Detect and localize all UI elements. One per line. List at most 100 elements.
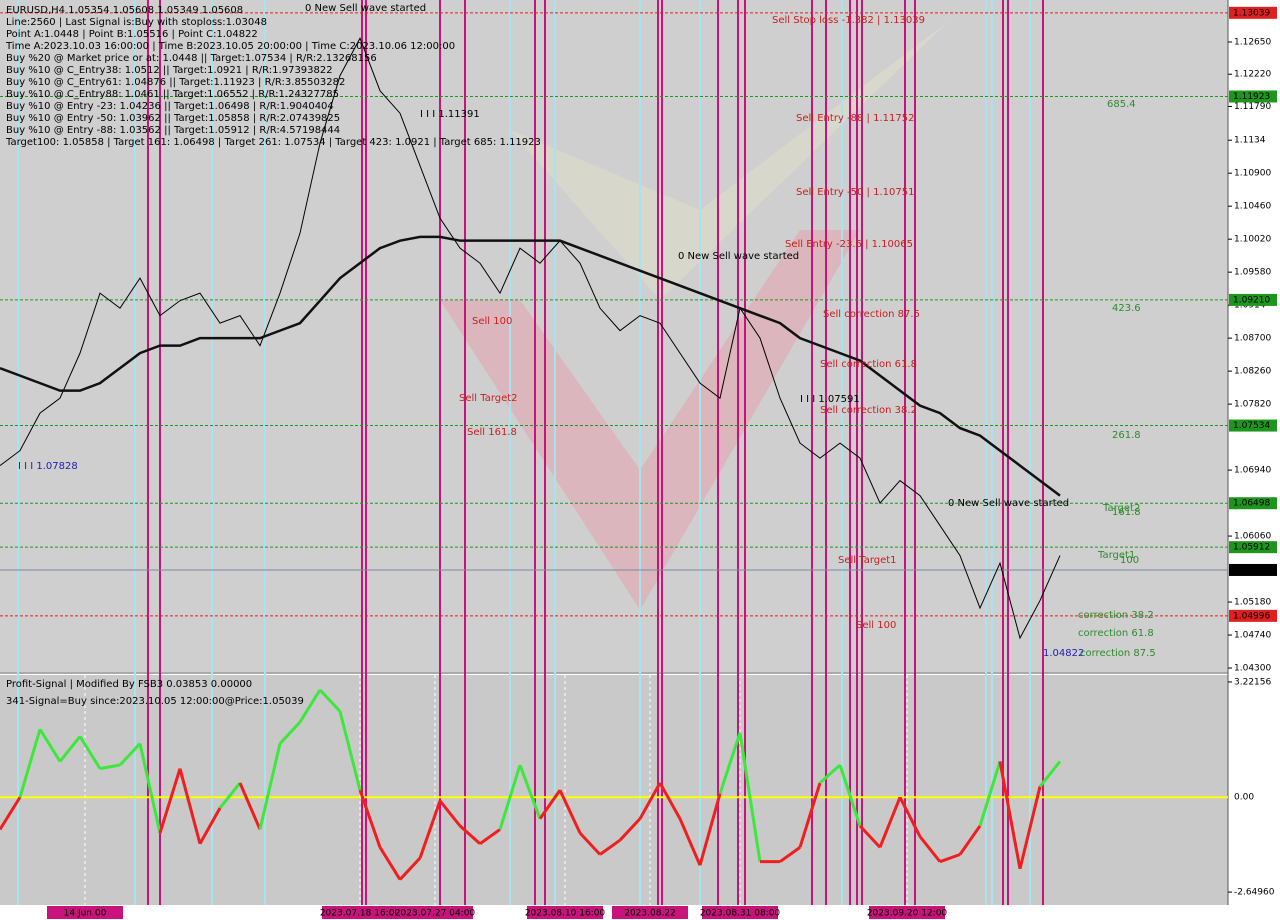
oscillator-segment [338,710,362,791]
level-label-bg [1229,419,1277,432]
oscillator-segment [0,796,22,831]
annotation: Sell 100 [856,620,896,631]
oscillator-segment [618,817,642,842]
main-panel-bg [0,0,1228,672]
oscillator-segment [638,782,662,820]
annotation: Sell 100 [472,316,512,327]
annotation: Sell Entry -23.6 | 1.10065 [785,239,913,250]
info-line: Time A:2023.10.03 16:00:00 | Time B:2023… [5,41,455,52]
annotation: 0 New Sell wave started [678,251,799,262]
info-line: Buy %10 @ Entry -50: 1.03962 || Target:1… [6,113,340,124]
watermark [440,20,950,610]
price-line [0,37,1061,640]
info-line: 341-Signal=Buy since:2023.10.05 12:00:00… [6,696,304,707]
oscillator-segment [99,763,121,771]
annotation: Sell Entry -88 | 1.11752 [796,113,914,124]
level-label: 1.05912 [1233,543,1270,553]
oscillator-segment [998,761,1022,870]
oscillator-segment [118,742,142,767]
y-tick-label: 0.00 [1234,793,1254,803]
oscillator-segment [18,728,42,798]
level-label: 1.05608 [1233,565,1270,575]
info-line: Buy %10 @ Entry -23: 1.04236 || Target:1… [6,101,334,112]
oscillator-segment [538,789,562,820]
oscillator-segment [178,768,202,845]
annotation: 0 New Sell wave started [305,3,426,14]
oscillator-segment [378,846,402,881]
level-label-bg [1229,6,1277,19]
info-line: Buy %10 @ C_Entry88: 1.0461 || Target:1.… [6,89,339,100]
x-tick-label: 2023.07.27 04:00 [395,909,476,919]
info-line: Point A:1.0448 | Point B:1.05516 | Point… [6,29,258,40]
price-axis-bg [1228,0,1280,920]
oscillator-segment [158,768,182,834]
annotation: Sell Target2 [459,393,518,404]
oscillator-segment [438,799,462,827]
annotation: 100 [1120,555,1139,566]
info-line: Target100: 1.05858 | Target 161: 1.06498… [5,137,541,148]
info-line: Line:2560 | Last Signal is:Buy with stop… [6,17,267,28]
oscillator-segment [779,846,801,863]
oscillator-segment [578,832,602,856]
annotation: 0 New Sell wave started [948,498,1069,509]
y-tick-label: 1.12220 [1234,70,1271,80]
x-tick-label: 2023.08.10 16:00 [525,909,606,919]
level-label-bg [1229,563,1277,576]
oscillator-segment [599,838,621,856]
y-tick-label: 1.11790 [1234,102,1271,112]
oscillator-segment [678,818,702,866]
y-tick-label: 3.22156 [1234,677,1271,687]
oscillator-segment [918,835,942,863]
annotation: Sell 161.8 [467,427,517,438]
oscillator-segment [418,800,442,859]
annotation: 161.8 [1112,507,1141,518]
annotation: correction 38.2 [1078,610,1154,621]
oscillator-segment [658,782,682,820]
y-tick-label: 1.07820 [1234,400,1271,410]
oscillator-segment [38,728,62,763]
annotation: Sell correction 38.2 [820,405,917,416]
x-tick-label: 14 Jun 00 [64,909,107,919]
info-line: EURUSD,H4 1.05354 1.05608 1.05349 1.0560… [6,5,243,16]
moving-average [0,235,1061,497]
info-line: Buy %10 @ C_Entry38: 1.0512 || Target:1.… [6,65,333,76]
annotation: correction 61.8 [1078,628,1154,639]
oscillator-segment [78,735,102,770]
level-label-bg [1229,609,1277,622]
oscillator-segment [278,721,302,745]
level-label: 1.11923 [1233,92,1270,102]
oscillator-segment [398,857,422,881]
oscillator-segment [558,789,582,834]
oscillator-segment [358,789,382,848]
x-tick-label-bg [397,906,473,919]
oscillator-segment [479,828,501,845]
oscillator-segment [318,688,342,713]
annotation: Sell Entry -50 | 1.10751 [796,187,914,198]
y-tick-label: 1.06940 [1234,466,1271,476]
oscillator-segment [238,782,262,831]
annotation: I I I 1.07828 [18,461,78,472]
oscillator-segment [198,807,222,845]
oscillator-segment [978,761,1002,827]
annotation: Sell Stop loss -1.382 | 1.13039 [772,15,925,26]
annotation: 1.04822 [1043,648,1084,659]
annotation: correction 87.5 [1080,648,1156,659]
annotation: Target1 [1097,550,1135,561]
level-label-bg [1229,541,1277,554]
level-label-bg [1229,90,1277,103]
y-tick-label: 1.10020 [1234,235,1271,245]
y-tick-label: 1.10900 [1234,169,1271,179]
x-tick-label-bg [322,906,398,919]
x-tick-label: 2023.09.20 12:00 [867,909,948,919]
y-tick-label: 1.04300 [1234,664,1271,674]
x-tick-label-bg [612,906,688,919]
x-tick-label-bg [527,906,603,919]
oscillator-panel-bg [0,675,1228,905]
oscillator-segment [898,796,922,838]
y-tick-label: 1.04740 [1234,631,1271,641]
oscillator-segment [838,764,862,827]
level-label: 1.09210 [1233,295,1270,305]
oscillator-segment [878,796,902,848]
oscillator-segment [298,689,322,723]
